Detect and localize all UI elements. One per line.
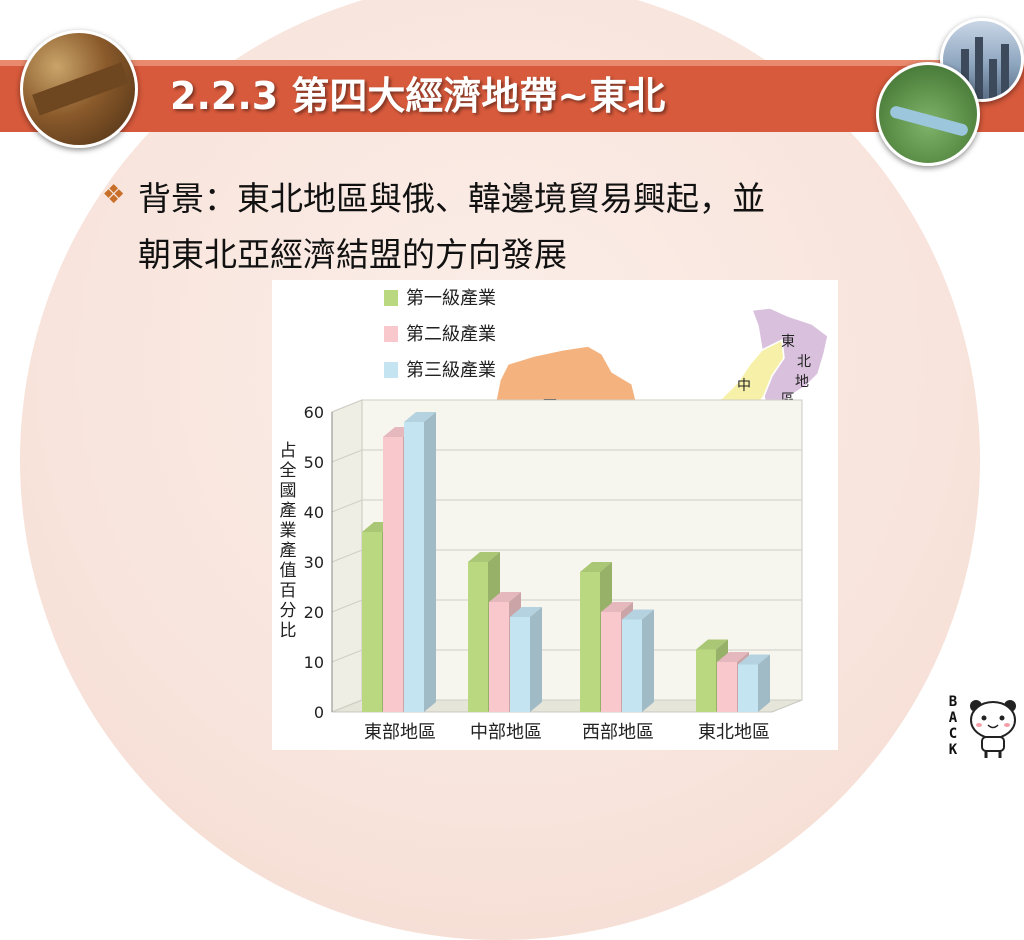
bullet-text-line2: 朝東北亞經濟結盟的方向發展 (138, 235, 567, 274)
gridline (331, 449, 802, 463)
y-tick-label: 40 (304, 503, 324, 522)
bar-top-2-1 (601, 602, 633, 612)
panda-mascot-icon (970, 700, 1016, 758)
map-region-northeast (750, 307, 829, 409)
y-tick-label: 30 (304, 553, 324, 572)
map-label-northeast-1: 北 (797, 354, 811, 370)
bar-side-2-2 (642, 609, 654, 712)
y-axis-title: 占全國產業產值百分比 (280, 441, 297, 641)
gridline (331, 399, 802, 413)
landscape-photo (876, 62, 980, 166)
bar-1-1 (489, 602, 509, 712)
legend-label: 第二級產業 (406, 324, 496, 345)
industry-bar-chart: 西部地區中部地區東部地東北地區 0102030405060占全國產業產值百分比東… (280, 288, 829, 743)
title-band (0, 60, 1024, 132)
y-tick-label: 0 (314, 703, 324, 722)
map-label-northeast-2: 地 (795, 374, 809, 390)
bar-top-3-2 (738, 654, 770, 665)
bar-3-1 (717, 662, 737, 712)
city-skyline-photo (940, 18, 1024, 102)
svg-text:占全國產業產值百分比: 占全國產業產值百分比 (280, 441, 297, 641)
bar-0-1 (383, 437, 403, 712)
bar-side-0-2 (424, 412, 436, 712)
gridline (331, 499, 802, 513)
bar-top-1-1 (489, 592, 521, 602)
bar-top-0-2 (404, 412, 436, 422)
bar-top-2-0 (580, 562, 612, 572)
y-tick-label: 50 (304, 453, 324, 472)
legend-swatch (384, 362, 398, 378)
y-tick-label: 20 (304, 603, 324, 622)
legend-swatch (384, 326, 398, 342)
bar-2-1 (601, 612, 621, 712)
legend-label: 第一級產業 (406, 288, 496, 309)
bar-3-2 (738, 664, 758, 712)
slide-title: 2.2.3 第四大經濟地帶~東北 (170, 74, 666, 118)
bar-top-1-0 (468, 552, 500, 562)
bar-1-2 (510, 617, 530, 712)
bar-top-3-0 (696, 639, 728, 650)
bar-side-1-2 (530, 607, 542, 712)
bullet-text-line1: 背景：東北地區與俄、韓邊境貿易興起，並 (138, 179, 765, 218)
diamond-bullet-icon: ❖ (102, 180, 126, 210)
bar-top-2-2 (622, 609, 654, 620)
legend-label: 第三級產業 (406, 360, 496, 381)
x-tick-label: 東部地區 (364, 722, 436, 743)
x-tick-label: 西部地區 (582, 722, 654, 743)
x-tick-label: 中部地區 (470, 722, 542, 743)
x-tick-label: 東北地區 (698, 722, 770, 743)
y-tick-label: 10 (304, 653, 324, 672)
bar-top-3-1 (717, 652, 749, 662)
bar-side-3-2 (758, 654, 770, 712)
great-wall-photo (20, 30, 138, 148)
bar-0-0 (362, 532, 382, 712)
bar-2-0 (580, 572, 600, 712)
bar-top-1-2 (510, 607, 542, 617)
map-label-central-0: 中 (737, 378, 751, 394)
figure-panel: 西部地區中部地區東部地東北地區 0102030405060占全國產業產值百分比東… (272, 280, 838, 750)
bar-1-0 (468, 562, 488, 712)
bar-3-0 (696, 649, 716, 712)
bar-0-2 (404, 422, 424, 712)
legend-swatch (384, 290, 398, 306)
map-label-northeast-0: 東 (781, 334, 795, 350)
y-tick-label: 60 (304, 403, 324, 422)
bar-2-2 (622, 619, 642, 712)
